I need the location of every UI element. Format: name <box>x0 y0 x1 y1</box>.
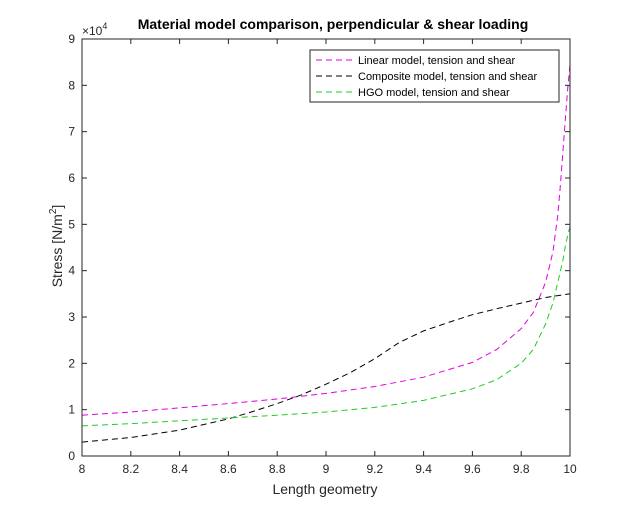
y-tick-label: 8 <box>68 78 75 92</box>
legend: Linear model, tension and shear Composite… <box>309 49 560 103</box>
y-axis-label-end: ] <box>49 205 65 209</box>
y-axis-label-sup: 2 <box>48 208 59 214</box>
x-tick-label: 8 <box>79 462 86 476</box>
x-tick-label: 8.4 <box>171 462 188 476</box>
x-tick-label: 8.2 <box>122 462 139 476</box>
series-line-1 <box>81 293 571 443</box>
plot-background <box>82 39 570 456</box>
chart-title: Material model comparison, perpendicular… <box>138 16 529 32</box>
series-group <box>81 64 571 443</box>
y-exponent-base: ×10 <box>82 24 103 38</box>
x-tick-label: 10 <box>563 462 577 476</box>
y-axis-label: Stress [N/m2] <box>48 205 65 288</box>
y-tick-label: 9 <box>68 32 75 46</box>
y-tick-label: 0 <box>68 449 75 463</box>
x-tick-label: 8.6 <box>220 462 237 476</box>
legend-label-2: HGO model, tension and shear <box>358 87 510 99</box>
x-tick-label: 9.2 <box>366 462 383 476</box>
x-tick-label: 8.8 <box>269 462 286 476</box>
plot-area <box>82 39 570 456</box>
axes-group: 8 8.2 8.4 8.6 8.8 9 9.2 9.4 9.6 9.8 10 0 1 2 3 4 5 6 7 8 9 <box>68 32 577 476</box>
series-line-0 <box>81 64 571 416</box>
x-tick-label: 9.8 <box>513 462 530 476</box>
y-exponent-label: ×104 <box>82 21 107 38</box>
y-tick-label: 3 <box>68 310 75 324</box>
y-tick-label: 1 <box>68 403 75 417</box>
x-axis-label: Length geometry <box>272 481 377 497</box>
legend-label-1: Composite model, tension and shear <box>358 71 537 83</box>
y-tick-label: 5 <box>68 217 75 231</box>
y-tick-label: 4 <box>68 264 75 278</box>
x-tick-label: 9 <box>323 462 330 476</box>
x-tick-label: 9.6 <box>464 462 481 476</box>
y-exponent-power: 4 <box>102 21 107 31</box>
y-tick-label: 6 <box>68 171 75 185</box>
x-tick-label: 9.4 <box>415 462 432 476</box>
legend-label-0: Linear model, tension and shear <box>358 55 515 67</box>
y-tick-label: 2 <box>68 356 75 370</box>
y-tick-label: 7 <box>68 125 75 139</box>
y-axis-label-main: Stress [N/m <box>49 214 65 287</box>
